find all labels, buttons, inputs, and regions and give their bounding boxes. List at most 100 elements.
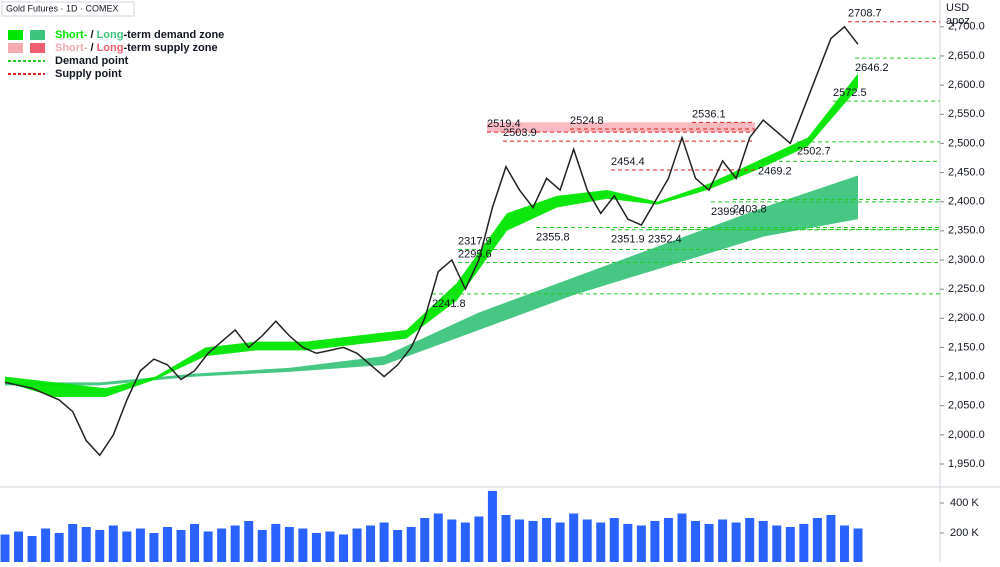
supply-label: 2524.8 [570, 115, 604, 127]
supply-label: 2536.1 [692, 108, 726, 120]
volume-bar [81, 527, 91, 563]
legend-part: Short- [55, 42, 88, 54]
volume-bar [230, 525, 240, 563]
volume-bar [203, 531, 213, 563]
y-tick-label: 2,550.0 [948, 108, 985, 120]
y-tick-label: 2,250.0 [948, 283, 985, 295]
volume-bar [298, 528, 308, 563]
legend-part: Long [97, 29, 124, 41]
y-tick-label: 1,950.0 [948, 458, 985, 470]
volume-bar [0, 534, 10, 563]
volume-bar [826, 515, 836, 563]
volume-bar [758, 521, 768, 563]
y-tick-label: 2,100.0 [948, 370, 985, 382]
volume-bar [839, 525, 849, 563]
volume-bar [677, 513, 687, 563]
volume-bar [379, 522, 389, 563]
volume-bar [542, 518, 552, 563]
supply-zone [487, 122, 755, 133]
y-tick-label: 2,200.0 [948, 312, 985, 324]
volume-bar [812, 518, 822, 563]
legend-part: / [87, 42, 96, 54]
volume-bar [162, 527, 172, 563]
demand-label: 2352.4 [648, 233, 682, 245]
legend-part: -term supply zone [123, 42, 217, 54]
y-tick-label: 2,700.0 [948, 21, 985, 33]
volume-bar [555, 522, 565, 563]
volume-bar [14, 531, 24, 563]
volume-bar [704, 524, 714, 563]
demand-label: 2317.9 [458, 235, 492, 247]
y-tick-label: 2,500.0 [948, 137, 985, 149]
volume-bar [447, 519, 457, 563]
legend-label: Demand point [55, 55, 129, 67]
indicator: apoz [946, 15, 970, 27]
volume-bar [691, 521, 701, 563]
volume-bar [582, 519, 592, 563]
volume-bar [650, 521, 660, 563]
volume-bar [663, 518, 673, 563]
volume-bar [190, 524, 200, 563]
legend-swatch [8, 30, 23, 40]
volume-bar [41, 528, 51, 563]
volume-bar [95, 530, 105, 563]
y-tick-label: 2,000.0 [948, 429, 985, 441]
volume-bar [176, 530, 186, 563]
volume-bar [785, 527, 795, 563]
volume-bar [487, 491, 497, 563]
volume-bar [68, 524, 78, 563]
legend-part: / [87, 29, 96, 41]
volume-bar [799, 524, 809, 563]
volume-bar [338, 534, 348, 563]
volume-bar [27, 536, 37, 563]
demand-label: 2502.7 [797, 146, 831, 158]
volume-bar [569, 513, 579, 563]
y-tick-label: 2,350.0 [948, 225, 985, 237]
volume-bar [718, 519, 728, 563]
y-tick-label: 200 K [950, 527, 979, 539]
y-tick-label: 2,400.0 [948, 196, 985, 208]
title-box [1, 1, 135, 17]
volume-bar [731, 522, 741, 563]
y-tick-label: 2,150.0 [948, 341, 985, 353]
currency: USD [946, 2, 969, 14]
volume-bar [244, 521, 254, 563]
volume-bar [325, 531, 335, 563]
long-term-zone [5, 175, 858, 386]
volume-bar [460, 522, 470, 563]
demand-label: 2646.2 [855, 62, 889, 74]
volume-bar [257, 530, 267, 563]
volume-bar [217, 528, 227, 563]
legend-swatch [8, 43, 23, 53]
volume-bar [609, 518, 619, 563]
chart-title: Gold Futures · 1D · COMEX [6, 3, 119, 13]
demand-label: 2469.2 [758, 165, 792, 177]
y-tick-label: 2,050.0 [948, 400, 985, 412]
volume-bar [501, 515, 511, 563]
supply-label: 2454.4 [611, 156, 645, 168]
volume-bar [853, 528, 863, 563]
volume-bar [474, 516, 484, 563]
volume-bar [108, 525, 118, 563]
y-tick-label: 2,650.0 [948, 50, 985, 62]
volume-bar [54, 533, 64, 563]
demand-label: 2403.8 [733, 203, 767, 215]
legend-part: Long [97, 42, 124, 54]
supply-label: 2503.9 [503, 127, 537, 139]
volume-bar [352, 528, 362, 563]
legend-swatch [30, 30, 45, 40]
volume-bar [528, 521, 538, 563]
demand-label: 2572.5 [833, 87, 867, 99]
price-line [4, 25, 859, 457]
legend-label: Short- / Long-term demand zone [55, 29, 224, 41]
volume-bar [366, 525, 376, 563]
volume-bar [420, 518, 430, 563]
volume-bar [393, 530, 403, 563]
demand-label: 2399.6 [711, 206, 745, 218]
supply-label: 2708.7 [848, 8, 882, 20]
volume-bar [636, 525, 646, 563]
volume-bar [284, 527, 294, 563]
volume-bar [149, 533, 159, 563]
